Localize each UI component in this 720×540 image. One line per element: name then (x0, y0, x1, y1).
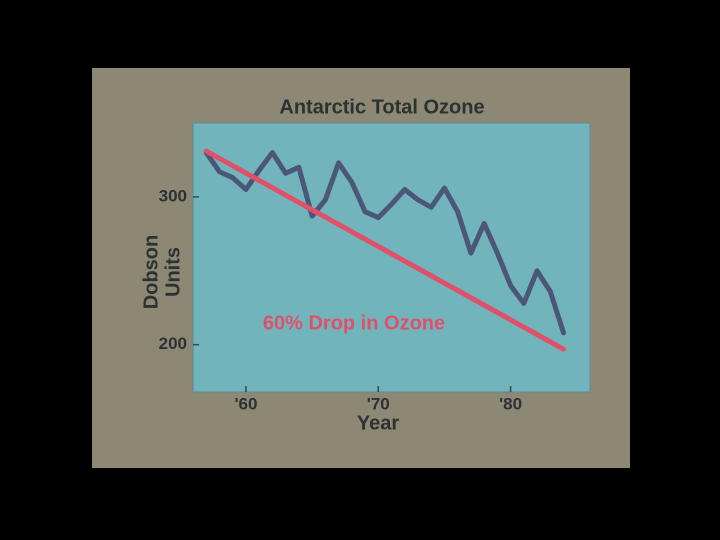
plot-area (192, 122, 591, 393)
series-line (203, 150, 567, 336)
y-axis-label: Units (162, 247, 184, 297)
y-tick-label: 300 (159, 186, 187, 205)
y-axis-label: Dobson (140, 235, 162, 309)
series-line (203, 148, 567, 352)
x-tick-label: '70 (367, 394, 390, 413)
chart-title: Antarctic Total Ozone (279, 96, 484, 118)
annotation: 60% Drop in Ozone (263, 312, 445, 334)
y-tick-label: 200 (159, 334, 187, 353)
x-tick-label: '60 (234, 394, 257, 413)
x-axis-label: Year (357, 412, 399, 434)
x-tick-label: '80 (499, 394, 522, 413)
